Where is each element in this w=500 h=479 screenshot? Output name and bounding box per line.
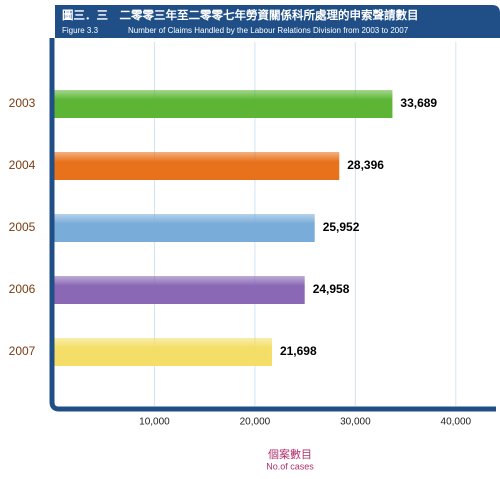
x-axis-title: 個案數目 (268, 447, 312, 461)
bar (54, 276, 305, 304)
value-label: 21,698 (280, 344, 317, 358)
header-banner (55, 5, 500, 38)
value-label: 25,952 (323, 220, 360, 234)
axis (49, 38, 496, 412)
bar (54, 90, 393, 118)
y-tick-label: 2007 (9, 344, 36, 358)
x-tick-label: 30,000 (340, 417, 371, 428)
chart-title: 圖三．三 二零零三年至二零零七年勞資關係科所處理的申索聲請數目 (62, 8, 419, 22)
value-label: 24,958 (313, 282, 350, 296)
y-tick-label: 2004 (9, 158, 36, 172)
x-tick-label: 20,000 (240, 417, 271, 428)
bar (54, 214, 315, 242)
y-tick-label: 2006 (9, 282, 36, 296)
y-tick-label: 2005 (9, 220, 36, 234)
y-tick-label: 2003 (9, 96, 36, 110)
bar (54, 338, 272, 366)
bar (54, 152, 340, 180)
value-label: 33,689 (400, 96, 437, 110)
x-tick-label: 10,000 (139, 417, 170, 428)
figure-label: Figure 3.3 (62, 26, 99, 35)
value-label: 28,396 (347, 158, 384, 172)
x-tick-label: 40,000 (441, 417, 472, 428)
x-axis-title-en: No.of cases (266, 461, 314, 471)
chart-subtitle: Number of Claims Handled by the Labour R… (128, 26, 409, 35)
